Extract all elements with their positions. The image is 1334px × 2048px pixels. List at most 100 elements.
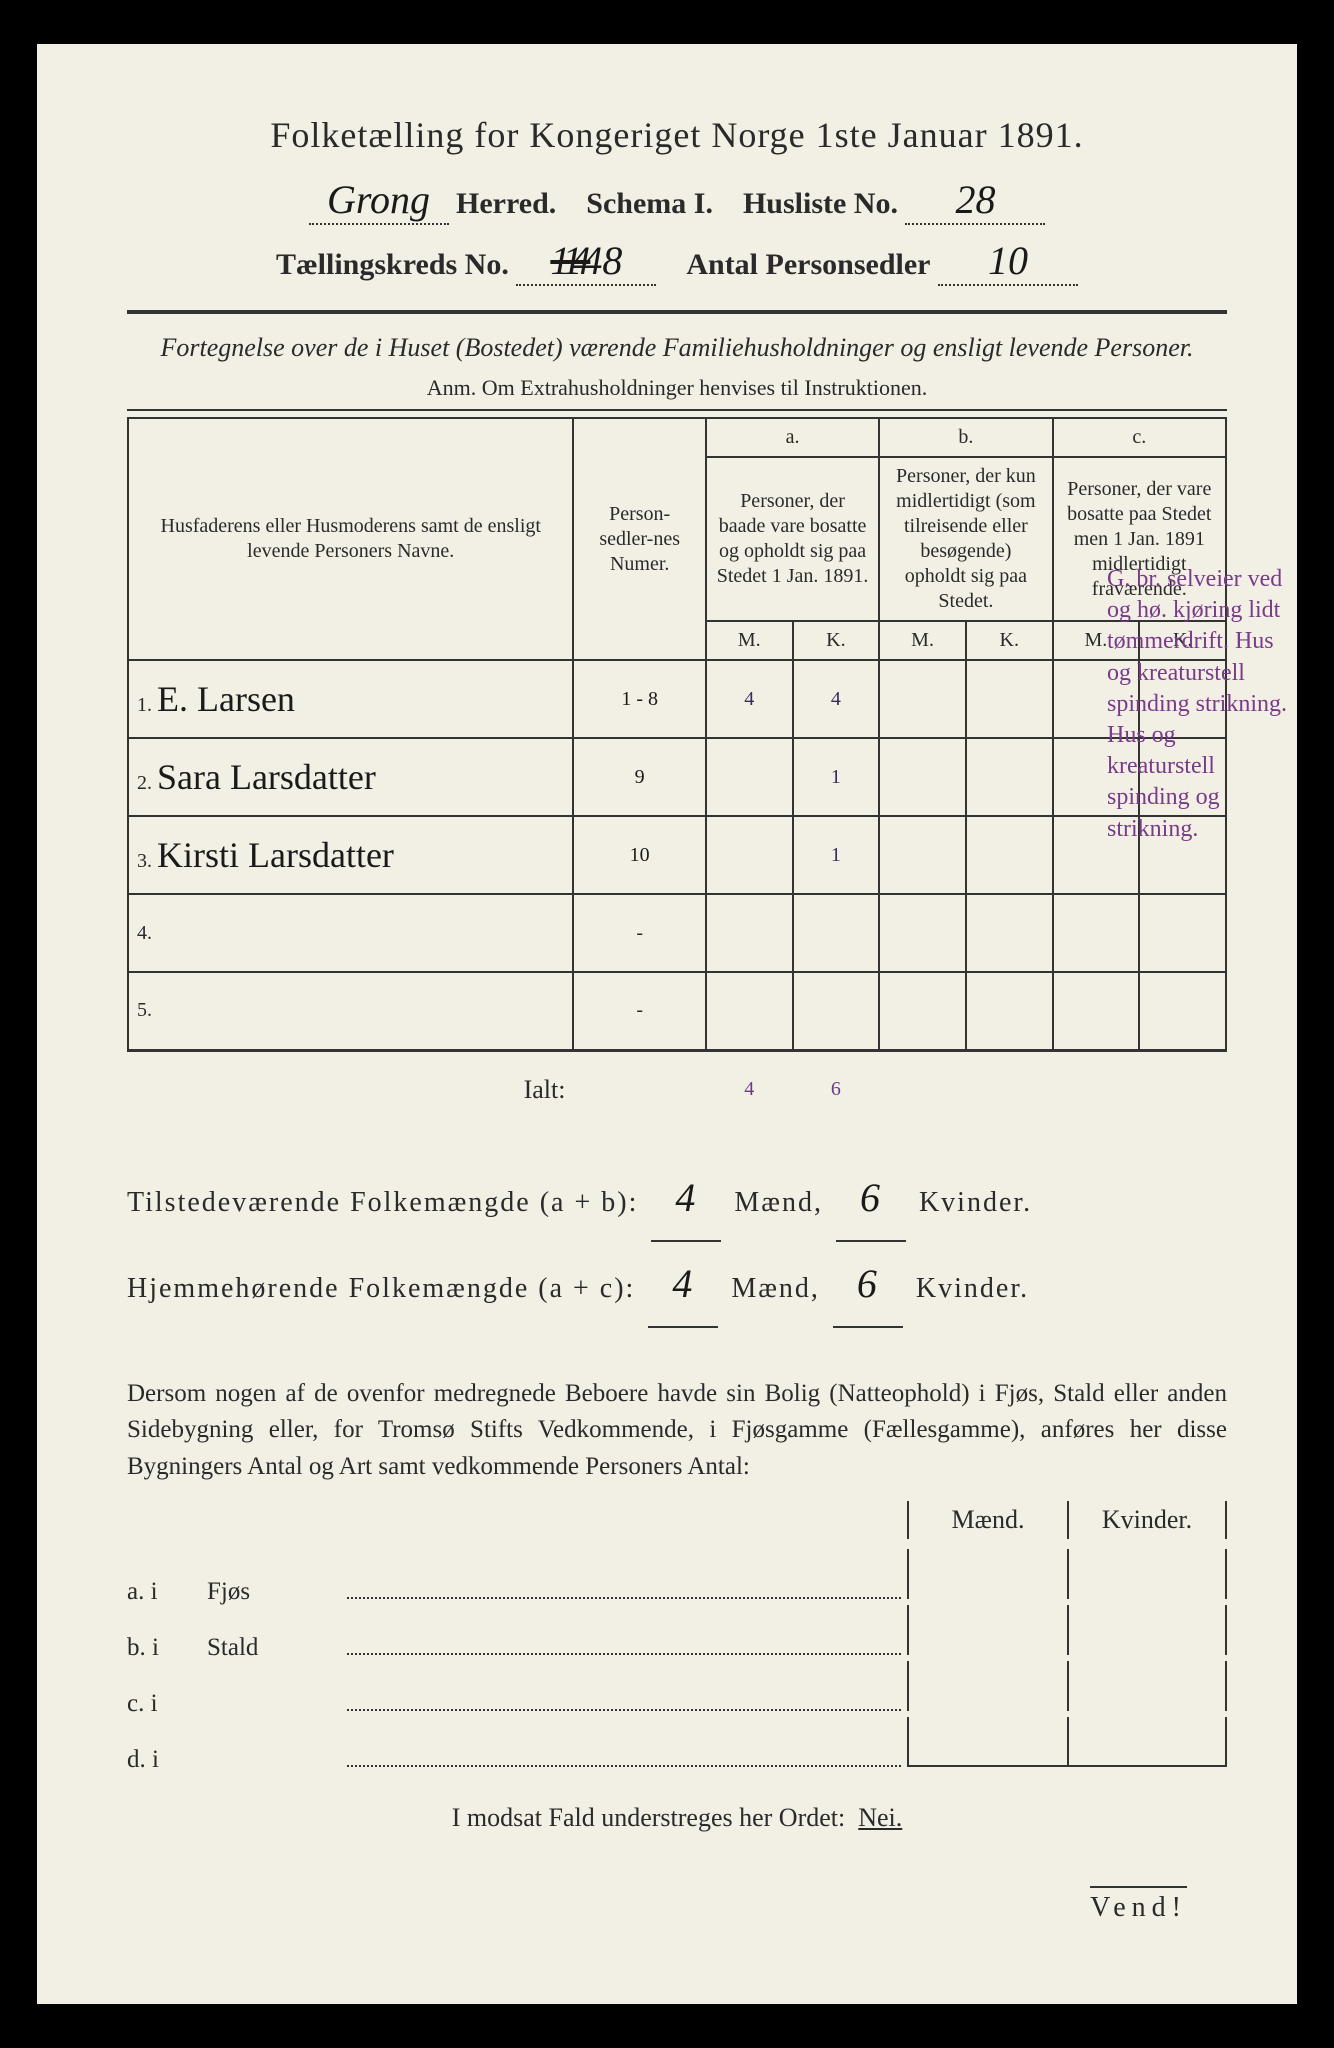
mk-m: M. xyxy=(879,621,966,660)
kreds-value: 14148 xyxy=(516,237,656,286)
list-word: Fjøs xyxy=(207,1578,347,1606)
list-label: b. i xyxy=(127,1634,207,1662)
household-table: Husfaderens eller Husmoderens samt de en… xyxy=(127,417,1227,1128)
cell xyxy=(879,738,966,816)
cell xyxy=(966,660,1053,738)
ialt-k: 6 xyxy=(793,1050,880,1128)
cell xyxy=(879,816,966,894)
cell xyxy=(966,972,1053,1050)
list-item: b. i Stald xyxy=(127,1605,1227,1661)
nei-line: I modsat Fald understreges her Ordet: Ne… xyxy=(127,1803,1227,1833)
cell xyxy=(1139,894,1226,972)
total-resident-m: 4 xyxy=(648,1242,718,1328)
ialt-row: Ialt: 4 6 xyxy=(128,1050,1226,1128)
cell xyxy=(793,972,880,1050)
maend-label: Mænd, xyxy=(734,1187,823,1218)
list-item: a. i Fjøs xyxy=(127,1549,1227,1605)
mk-header: Mænd. Kvinder. xyxy=(127,1501,1227,1539)
col-header-name: Husfaderens eller Husmoderens samt de en… xyxy=(128,418,573,660)
total-resident-label: Hjemmehørende Folkemængde (a + c): xyxy=(127,1273,635,1304)
cell xyxy=(706,972,793,1050)
husliste-label: Husliste No. xyxy=(743,187,898,220)
dwelling-list: a. i Fjøs b. i Stald c. i d. i xyxy=(127,1549,1227,1773)
cell xyxy=(1053,894,1140,972)
list-label: a. i xyxy=(127,1578,207,1606)
list-word: Stald xyxy=(207,1634,347,1662)
cell xyxy=(966,738,1053,816)
table-row: 3. Kirsti Larsdatter 10 1 xyxy=(128,816,1226,894)
header-line-2: Tællingskreds No. 14148 Antal Personsedl… xyxy=(127,237,1227,286)
person-num: - xyxy=(573,972,705,1050)
cell xyxy=(879,660,966,738)
list-label: d. i xyxy=(127,1746,207,1774)
person-num: 10 xyxy=(573,816,705,894)
anm-note: Anm. Om Extrahusholdninger henvises til … xyxy=(127,375,1227,401)
cell xyxy=(706,894,793,972)
list-item: d. i xyxy=(127,1717,1227,1773)
mk-k: K. xyxy=(966,621,1053,660)
row-idx: 4. xyxy=(137,922,152,944)
person-name: E. Larsen xyxy=(157,679,295,719)
table-row: 5. - xyxy=(128,972,1226,1050)
table-row: 1. E. Larsen 1 - 8 4 4 xyxy=(128,660,1226,738)
kvinder-label: Kvinder. xyxy=(919,1187,1032,1218)
dotted-line xyxy=(347,1753,901,1767)
rule xyxy=(127,310,1227,314)
husliste-value: 28 xyxy=(905,176,1045,225)
cell: 4 xyxy=(706,660,793,738)
total-present-k: 6 xyxy=(836,1156,906,1242)
list-item: c. i xyxy=(127,1661,1227,1717)
antal-label: Antal Personsedler xyxy=(686,248,930,281)
cell xyxy=(793,894,880,972)
census-form-page: Folketælling for Kongeriget Norge 1ste J… xyxy=(37,44,1297,2004)
row-idx: 5. xyxy=(137,999,152,1021)
cell: 1 xyxy=(793,738,880,816)
dwelling-paragraph: Dersom nogen af de ovenfor medregnede Be… xyxy=(127,1376,1227,1485)
col-a-top: a. xyxy=(706,418,879,457)
dotted-line xyxy=(347,1641,901,1655)
maend-col: Mænd. xyxy=(907,1501,1067,1539)
cell xyxy=(706,738,793,816)
table-row: 4. - xyxy=(128,894,1226,972)
totals-block: Tilstedeværende Folkemængde (a + b): 4 M… xyxy=(127,1156,1227,1328)
person-name: Kirsti Larsdatter xyxy=(157,835,394,875)
dotted-line xyxy=(347,1585,901,1599)
kreds-label: Tællingskreds No. xyxy=(276,248,509,281)
cell xyxy=(966,816,1053,894)
cell: 4 xyxy=(793,660,880,738)
cell xyxy=(879,894,966,972)
rule xyxy=(127,409,1227,411)
schema-label: Schema I. xyxy=(586,187,713,220)
nei-word: Nei. xyxy=(858,1803,902,1832)
total-present-label: Tilstedeværende Folkemængde (a + b): xyxy=(127,1187,638,1218)
kvinder-col: Kvinder. xyxy=(1067,1501,1227,1539)
herred-label: Herred. xyxy=(456,187,556,220)
person-num: 1 - 8 xyxy=(573,660,705,738)
cell xyxy=(1139,972,1226,1050)
header-line-1: Grong Herred. Schema I. Husliste No. 28 xyxy=(127,176,1227,225)
col-header-b: Personer, der kun midlertidigt (som tilr… xyxy=(879,457,1052,621)
row-idx: 3. xyxy=(137,850,152,872)
col-c-top: c. xyxy=(1053,418,1226,457)
maend-label: Mænd, xyxy=(731,1273,820,1304)
antal-value: 10 xyxy=(938,237,1078,286)
ialt-m: 4 xyxy=(706,1050,793,1128)
herred-value: Grong xyxy=(309,176,449,225)
total-present-m: 4 xyxy=(651,1156,721,1242)
cell xyxy=(966,894,1053,972)
mk-m: M. xyxy=(706,621,793,660)
col-header-number: Person-sedler-nes Numer. xyxy=(573,418,705,660)
cell xyxy=(1053,972,1140,1050)
person-num: 9 xyxy=(573,738,705,816)
dotted-line xyxy=(347,1697,901,1711)
subtitle: Fortegnelse over de i Huset (Bostedet) v… xyxy=(127,330,1227,365)
total-resident-k: 6 xyxy=(833,1242,903,1328)
list-label: c. i xyxy=(127,1690,207,1718)
margin-annotation: G. br. selveier ved og hø. kjøring lidt … xyxy=(1107,564,1287,845)
col-b-top: b. xyxy=(879,418,1052,457)
person-num: - xyxy=(573,894,705,972)
ialt-label: Ialt: xyxy=(128,1050,573,1128)
page-title: Folketælling for Kongeriget Norge 1ste J… xyxy=(127,114,1227,156)
table-row: 2. Sara Larsdatter 9 1 xyxy=(128,738,1226,816)
cell xyxy=(706,816,793,894)
